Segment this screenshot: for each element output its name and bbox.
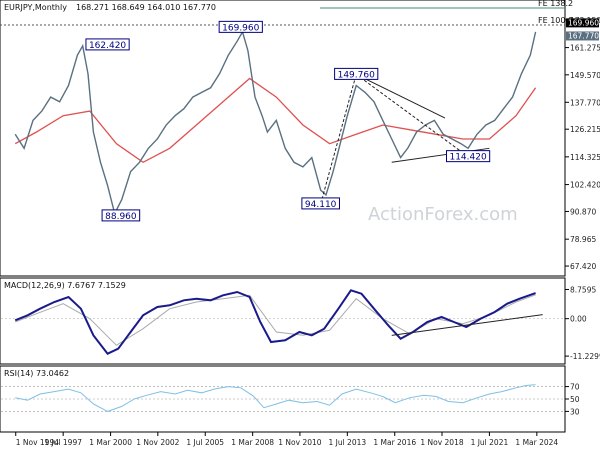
price-tick-label: 78.965: [570, 235, 596, 244]
rsi-line: [15, 384, 536, 412]
x-tick-label: 1 Mar 2000: [89, 438, 132, 447]
last-price-label: 167.770: [568, 31, 599, 40]
price-tick-label: 149.570: [570, 71, 600, 80]
price-annotation: 114.420: [445, 150, 491, 163]
last-price-label: 169.960: [568, 18, 599, 27]
annotation-box: [85, 38, 130, 51]
macd-panel-frame: [0, 277, 566, 365]
x-tick-label: 1 Mar 2024: [515, 438, 558, 447]
price-annotation: 94.110: [301, 197, 340, 210]
fib-level-label: FE 100.0: [538, 16, 573, 25]
macd-label: MACD(12,26,9) 7.6767 7.1529: [4, 281, 126, 290]
annotation-label: 169.960: [222, 23, 259, 33]
x-tick-label: 1 Nov 1994: [16, 438, 59, 447]
annotation-box: [218, 20, 263, 33]
x-tick-label: 1 Nov 2002: [136, 438, 179, 447]
annotation-label: 94.110: [305, 200, 337, 210]
x-tick-label: 1 Jul 1997: [44, 438, 82, 447]
price-tick-label: 137.770: [570, 98, 600, 107]
x-tick-label: 1 Mar 2016: [373, 438, 416, 447]
x-tick-label: 1 Jul 2005: [186, 438, 224, 447]
price-tick-label: 67.420: [570, 262, 596, 271]
annotation-label: 149.760: [338, 70, 375, 80]
price-tick-label: 102.420: [570, 181, 600, 190]
last-price-tag: [566, 31, 599, 41]
rsi-tick-label: 70: [570, 383, 580, 392]
macd-tick-label: -11.2299: [570, 352, 600, 361]
price-tick-label: 90.870: [570, 207, 596, 216]
rsi-tick-label: 50: [570, 395, 580, 404]
annotation-box: [301, 197, 340, 210]
x-tick-label: 1 Jul 2013: [328, 438, 366, 447]
macd-tick-label: 0.00: [570, 315, 587, 324]
annotation-label: 114.420: [449, 153, 486, 163]
price-annotation: 162.420: [85, 38, 130, 51]
macd-main-line: [14, 289, 536, 355]
price-annotation: 88.960: [101, 209, 141, 222]
last-price-tag: [566, 18, 599, 28]
macd-trendline: [391, 314, 543, 336]
price-trendline: [355, 73, 446, 119]
x-tick-label: 1 Jul 2021: [471, 438, 509, 447]
annotation-box: [101, 209, 141, 222]
price-tick-label: 126.215: [570, 125, 600, 134]
price-tick-label: 114.325: [570, 153, 600, 162]
price-series-line: [14, 30, 537, 216]
chart-symbol: EURJPY,Monthly: [4, 3, 67, 12]
moving-average-line: [14, 77, 537, 164]
rsi-label: RSI(14) 73.0462: [4, 369, 69, 378]
x-tick-label: 1 Nov 2018: [420, 438, 463, 447]
price-annotation: 169.960: [218, 20, 263, 33]
price-annotation: 149.760: [334, 67, 379, 80]
macd-layer: 8.7595 0.00 -11.2299: [1, 285, 600, 361]
annotation-label: 162.420: [89, 41, 126, 51]
rsi-layer: 70 50 30: [1, 383, 580, 416]
macd-tick-label: 8.7595: [570, 285, 596, 294]
annotation-box: [445, 150, 491, 163]
x-tick-label: 1 Nov 2010: [278, 438, 321, 447]
fib-level-label: FE 138.2: [538, 0, 573, 8]
watermark: ActionForex.com: [368, 204, 518, 225]
price-layer: 173.150161.275149.570137.770126.215114.3…: [0, 0, 600, 271]
rsi-tick-label: 30: [570, 407, 580, 416]
price-trendline: [320, 74, 357, 205]
annotation-label: 88.960: [105, 212, 137, 222]
price-trendline: [355, 73, 469, 158]
price-tick-label: 161.275: [570, 44, 600, 53]
x-tick-label: 1 Mar 2008: [231, 438, 274, 447]
chart-ohlc: 168.271 168.649 164.010 167.770: [76, 3, 216, 12]
annotation-box: [334, 67, 379, 80]
